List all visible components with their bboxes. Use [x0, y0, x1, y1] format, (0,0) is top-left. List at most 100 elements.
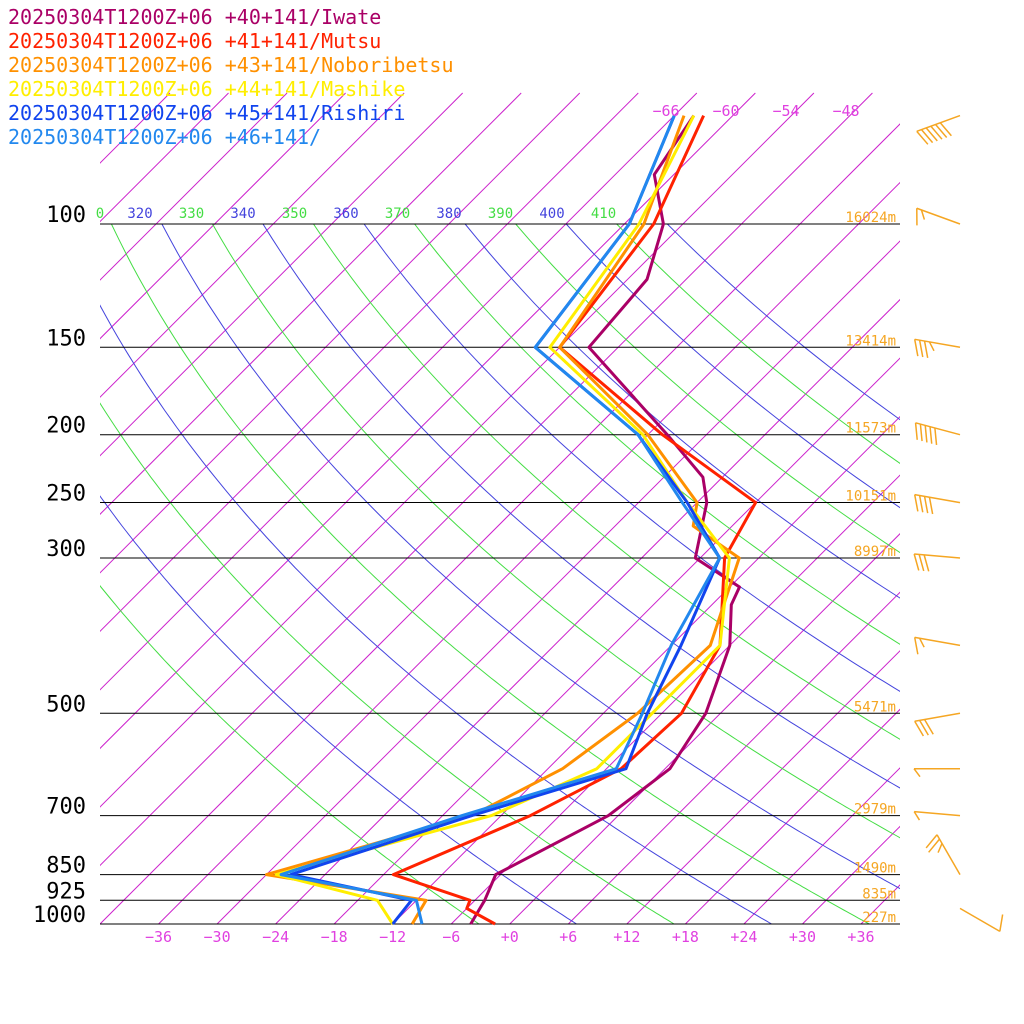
wind-barb-feather: [918, 554, 925, 572]
height-label: 5471m: [854, 699, 896, 715]
wind-barb-staff: [914, 553, 961, 559]
isotherm-line: [100, 92, 405, 398]
height-label: 835m: [862, 886, 896, 902]
pressure-tick-label: 250: [46, 482, 86, 507]
wind-barb-feather: [934, 124, 948, 138]
wind-barb-feather: [928, 838, 941, 853]
wind-barb-staff: [916, 207, 961, 225]
theta-label: 400: [539, 206, 564, 222]
dry-adiabat-line: [100, 402, 676, 924]
temperature-tick-label: +18: [672, 928, 699, 946]
dry-adiabat-line: [414, 223, 900, 645]
wind-barb-feather: [923, 719, 934, 735]
theta-label: 0: [96, 206, 104, 222]
wind-barb-staff: [959, 907, 1001, 933]
dry-adiabat-line: [666, 223, 900, 421]
wind-barb-feather: [918, 637, 925, 648]
wind-barb: [916, 207, 961, 226]
temperature-tick-label: −18: [321, 928, 348, 946]
dry-adiabat-line: [363, 223, 900, 692]
wind-barb-feather: [914, 720, 925, 737]
wind-barb-feather: [913, 637, 919, 655]
wind-barb-feather: [937, 843, 943, 853]
legend-entry: 20250304T1200Z+06 +40+141/Iwate: [8, 5, 381, 29]
temperature-tick-label: +12: [613, 928, 640, 946]
legend-entry: 20250304T1200Z+06 +45+141/Rishiri: [8, 101, 405, 125]
dry-adiabat-line: [464, 223, 900, 599]
upper-temperature-label: −54: [772, 102, 799, 120]
height-label: 13414m: [845, 333, 896, 349]
wind-barb-staff: [914, 712, 961, 723]
legend-entry: 20250304T1200Z+06 +41+141/Mutsu: [8, 29, 381, 53]
wind-barb-staff: [914, 636, 961, 647]
sounding-line: [391, 114, 758, 926]
wind-barb-feather: [920, 209, 926, 220]
dry-adiabat-line: [616, 223, 900, 464]
isotherm-line: [567, 591, 900, 924]
legend-entry: 20250304T1200Z+06 +43+141/Noboribetsu: [8, 53, 454, 77]
isotherm-line: [100, 92, 873, 867]
wind-barb-feather: [916, 130, 929, 145]
temperature-tick-label: −24: [262, 928, 289, 946]
pressure-tick-label: 925: [46, 879, 86, 904]
isotherm-line: [100, 92, 581, 574]
sounding-series: [265, 114, 758, 926]
height-label: 8997m: [854, 544, 896, 560]
wind-barb-feather: [918, 340, 924, 358]
wind-barb-feather: [913, 494, 919, 512]
pressure-tick-label: 700: [46, 795, 86, 820]
height-label: 227m: [862, 910, 896, 926]
theta-label: 410: [591, 206, 616, 222]
isotherm-line: [100, 92, 288, 281]
isotherm-line: [216, 240, 900, 924]
wind-barb: [925, 834, 961, 875]
temperature-tick-label: +30: [789, 928, 816, 946]
wind-barbs: [913, 114, 1004, 933]
pressure-tick-label: 150: [46, 326, 86, 351]
temperature-tick-label: +6: [559, 928, 577, 946]
theta-label: 340: [230, 206, 255, 222]
dry-adiabat-line: [100, 495, 578, 924]
isotherm-line: [100, 92, 346, 340]
wind-barb-staff: [914, 810, 961, 817]
theta-labels: 0 320 330 340 350 360 370 380 390 400 410: [96, 206, 616, 222]
dry-adiabat-line: [262, 223, 900, 789]
pressure-tick-label: 850: [46, 854, 86, 879]
wind-barb-feather: [923, 496, 929, 514]
temperature-tick-label: −6: [442, 928, 460, 946]
pressure-tick-label: 1000: [33, 903, 86, 928]
pressure-tick-label: 100: [46, 203, 86, 228]
wind-barb: [913, 493, 961, 515]
height-label: 11573m: [845, 421, 896, 437]
upper-temperature-label: −48: [832, 102, 859, 120]
isotherm-line: [100, 92, 522, 515]
wind-barb-feather: [920, 129, 934, 144]
temperature-tick-label: +0: [501, 928, 519, 946]
wind-barb: [959, 907, 1004, 933]
wind-barb-staff: [915, 422, 961, 436]
wind-barb: [913, 636, 961, 655]
wind-barb-feather: [923, 340, 929, 358]
temperature-tick-label: +36: [847, 928, 874, 946]
wind-barb: [914, 712, 961, 737]
wind-barb: [916, 114, 961, 145]
wind-barb-staff: [914, 338, 961, 349]
isotherm-line: [685, 708, 900, 924]
dry-adiabat-line: [212, 223, 900, 839]
wind-barb: [913, 810, 961, 821]
wind-barb-feather: [999, 914, 1004, 932]
legend: 20250304T1200Z+06 +40+141/Iwate20250304T…: [8, 5, 454, 149]
wind-barb: [913, 338, 961, 358]
pressure-tick-label: 500: [46, 692, 86, 717]
sounding-line: [469, 114, 741, 925]
wind-barb-feather: [919, 424, 923, 442]
pressure-tick-label: 200: [46, 414, 86, 439]
wind-barb: [913, 767, 960, 778]
legend-entry: 20250304T1200Z+06 +46+141/: [8, 125, 321, 149]
theta-label: 370: [385, 206, 410, 222]
dry-adiabat-line: [100, 585, 480, 924]
wind-barb-feather: [934, 427, 938, 446]
dry-adiabat-line: [110, 223, 871, 924]
theta-label: 320: [127, 206, 152, 222]
